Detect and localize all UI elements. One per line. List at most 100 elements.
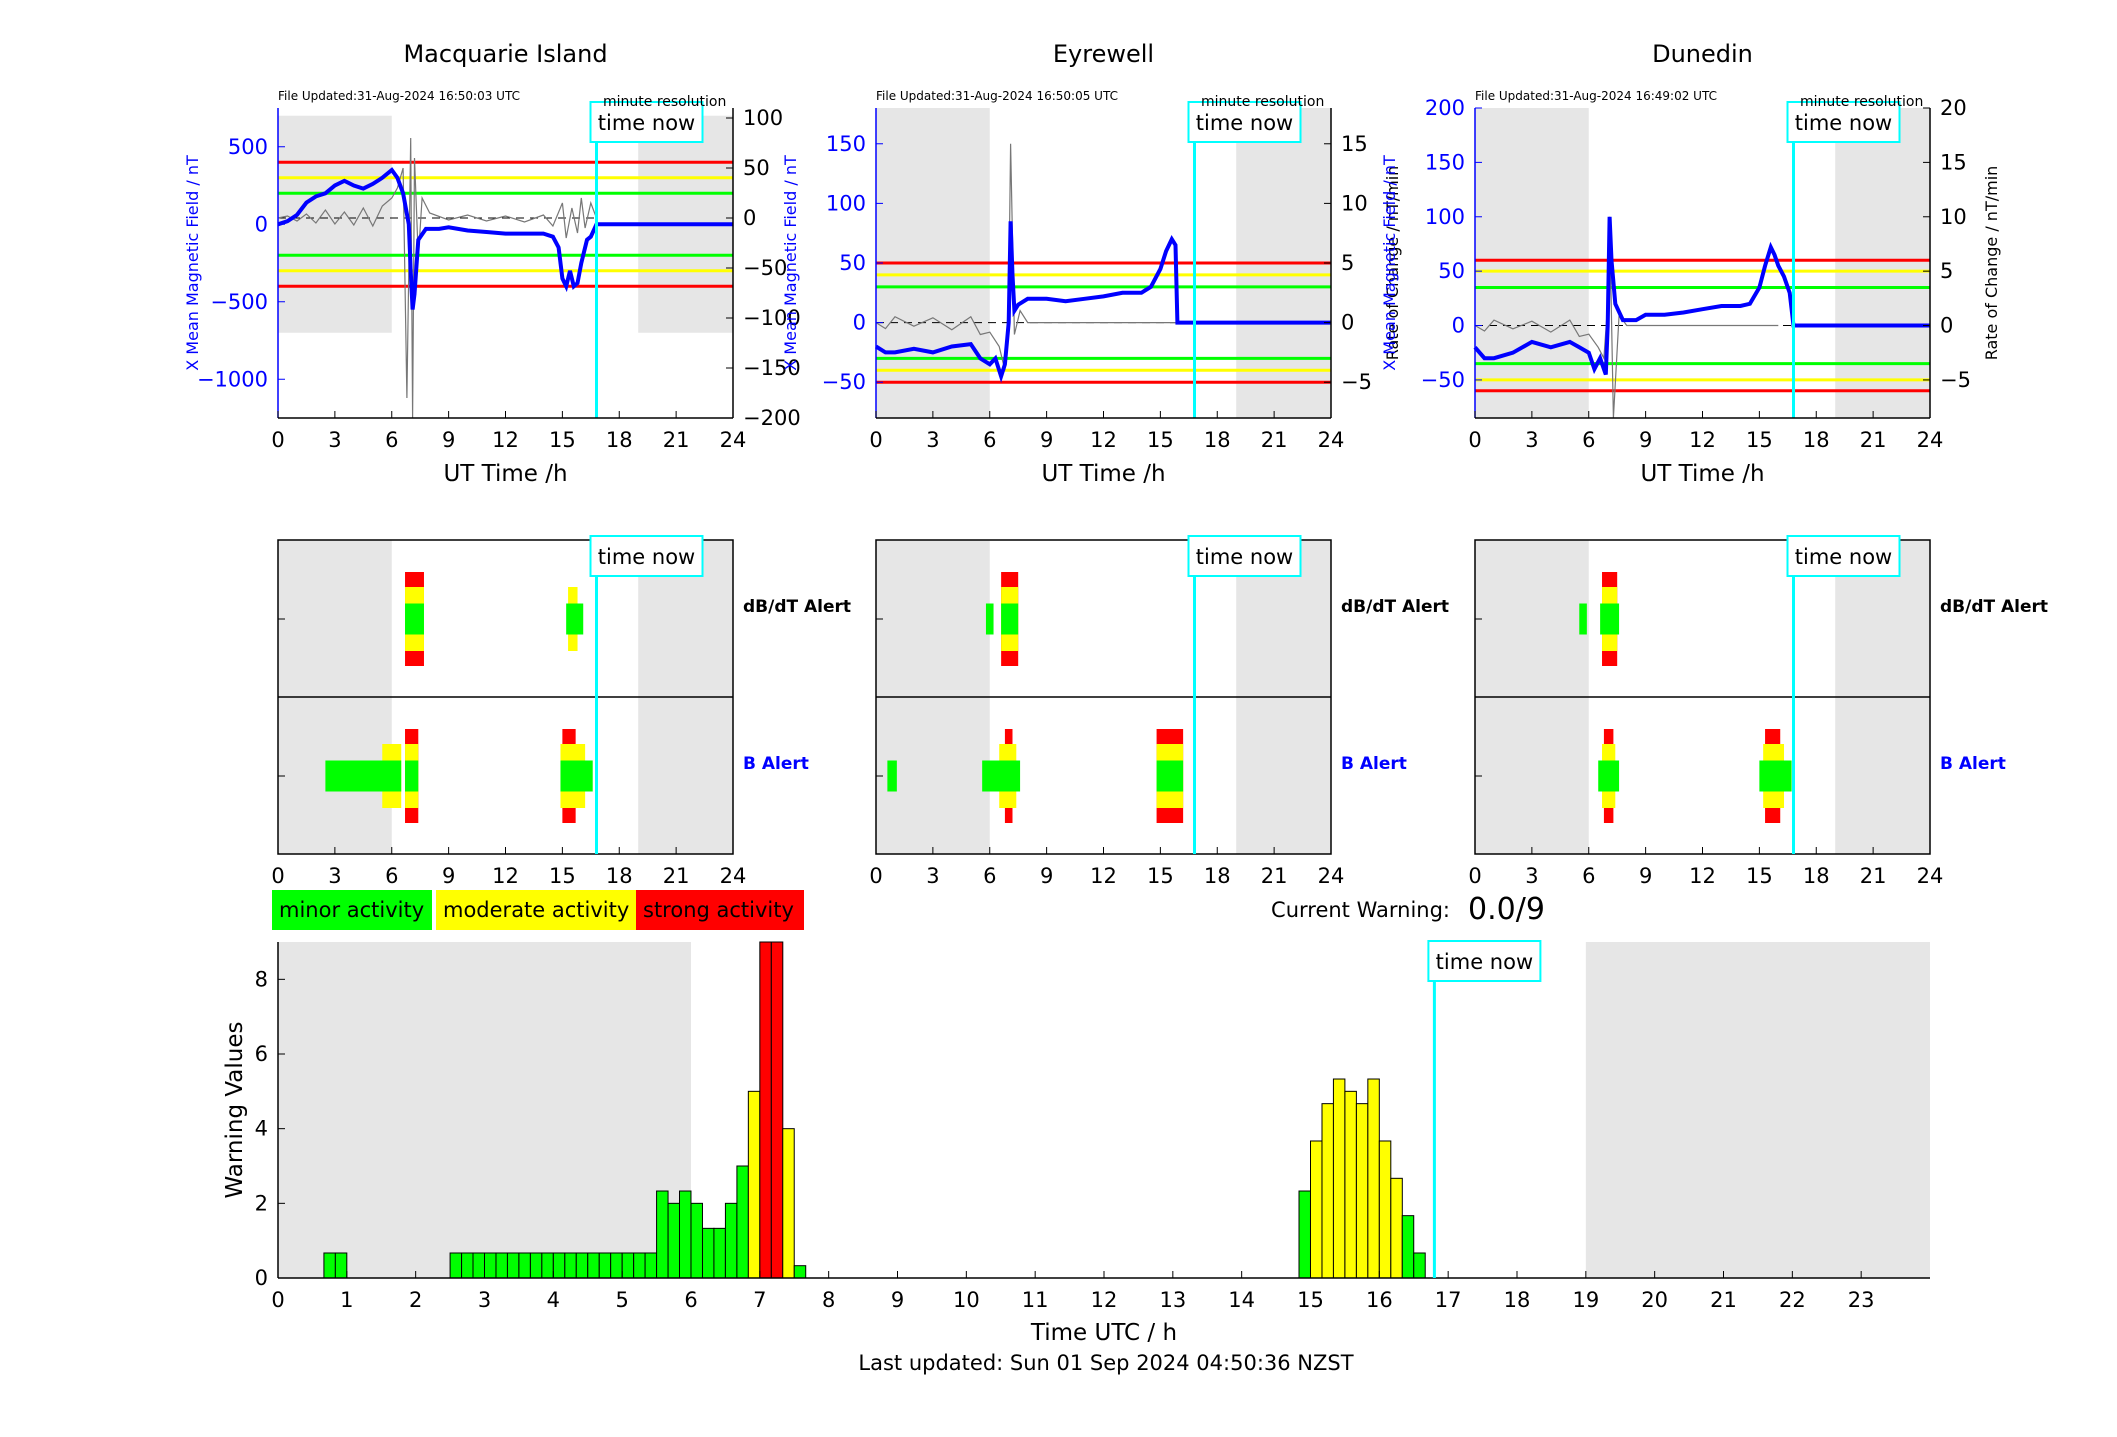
- y-tick-label-left: −50: [822, 370, 866, 394]
- time-now-label: time now: [1436, 950, 1533, 974]
- warning-bar: [484, 1252, 497, 1279]
- warning-bar: [1332, 1078, 1346, 1279]
- x-tick-label: 3: [328, 864, 341, 888]
- warning-bar: [633, 1252, 646, 1279]
- x-tick-label: 3: [478, 1288, 491, 1312]
- x-tick-label: 0: [1468, 864, 1481, 888]
- y-axis-label-right: Rate of Change / nT/min: [1982, 166, 2001, 361]
- warning-bar: [667, 1202, 681, 1279]
- x-tick-label: 0: [869, 428, 882, 452]
- y-tick-label-right: −50: [743, 256, 787, 280]
- y-tick-label-left: 150: [826, 132, 866, 156]
- x-tick-label: 2: [409, 1288, 422, 1312]
- legend-strong-swatch: [636, 890, 804, 930]
- x-tick-label: 20: [1641, 1288, 1668, 1312]
- x-tick-label: 24: [720, 428, 747, 452]
- x-tick-label: 6: [983, 428, 996, 452]
- x-tick-label: 24: [1917, 864, 1944, 888]
- x-tick-label: 12: [492, 428, 519, 452]
- time-now-box: [589, 101, 704, 143]
- b-alert-minor-bar: [887, 760, 897, 792]
- x-tick-label: 0: [271, 428, 284, 452]
- x-tick-label: 6: [385, 428, 398, 452]
- dbdt-alert-label: dB/dT Alert: [1940, 597, 2048, 617]
- y-tick-label-right: 15: [1341, 132, 1368, 156]
- x-tick-label: 19: [1572, 1288, 1599, 1312]
- warning-bar: [1321, 1103, 1334, 1279]
- time-now-label: time now: [1196, 111, 1293, 135]
- resolution-text: minute resolution: [1800, 94, 1923, 110]
- x-tick-label: 18: [606, 864, 633, 888]
- warning-bar: [449, 1252, 463, 1279]
- last-updated-text: Last updated: Sun 01 Sep 2024 04:50:36 N…: [858, 1351, 1353, 1375]
- x-tick-label: 9: [1040, 428, 1053, 452]
- warning-bar: [724, 1202, 738, 1279]
- x-tick-label: 21: [1261, 428, 1288, 452]
- dbdt-alert-minor-bar: [566, 603, 584, 635]
- b-alert-minor-bar: [1598, 760, 1620, 792]
- warning-bar: [690, 1202, 703, 1279]
- x-tick-label: 21: [1860, 864, 1887, 888]
- b-alert-minor-bar: [1156, 760, 1184, 792]
- night-shade: [1835, 108, 1930, 418]
- y-tick-label-right: 5: [1940, 259, 1953, 283]
- alert-panel-2: time now 0 3 6 9 12 15 18 21 24 dB/dT Alert B Alert: [869, 535, 1449, 888]
- station-title: Dunedin: [1652, 40, 1753, 68]
- warning-bar: [1378, 1140, 1392, 1279]
- x-tick-label: 12: [1091, 1288, 1118, 1312]
- x-tick-label: 3: [1525, 864, 1538, 888]
- x-tick-label: 21: [1261, 864, 1288, 888]
- mean-field-line: [277, 167, 733, 310]
- x-tick-label: 12: [1689, 428, 1716, 452]
- warning-bar: [747, 1090, 761, 1279]
- y-tick-label-right: −200: [743, 406, 801, 430]
- x-axis-label: UT Time /h: [1041, 461, 1165, 487]
- warning-bar: [1390, 1177, 1403, 1279]
- x-tick-label: 18: [1204, 864, 1231, 888]
- x-tick-label: 21: [663, 428, 690, 452]
- y-tick-label-left: 150: [1425, 150, 1465, 174]
- time-now-box: [1786, 535, 1901, 577]
- night-shade: [1475, 108, 1589, 418]
- warning-bar: [656, 1190, 669, 1279]
- b-alert-minor-bar: [325, 760, 402, 792]
- y-tick-label-right: 50: [743, 156, 770, 180]
- current-warning-value: 0.0/9: [1468, 892, 1545, 927]
- y-axis-label: Warning Values: [222, 1021, 248, 1198]
- x-tick-label: 0: [869, 864, 882, 888]
- rate-of-change-line: [277, 137, 598, 419]
- time-now-box: [1427, 940, 1542, 982]
- x-tick-label: 6: [1582, 864, 1595, 888]
- warning-bar: [679, 1190, 692, 1279]
- warning-bar: [518, 1252, 531, 1279]
- y-tick-label: 4: [255, 1117, 268, 1141]
- x-tick-label: 21: [1860, 428, 1887, 452]
- y-tick-label-left: 0: [853, 311, 866, 335]
- x-tick-label: 6: [684, 1288, 697, 1312]
- y-tick-label-right: 10: [1341, 191, 1368, 215]
- x-tick-label: 9: [1639, 428, 1652, 452]
- x-tick-label: 23: [1848, 1288, 1875, 1312]
- warning-bar: [759, 941, 772, 1279]
- legend-minor-label: minor activity: [279, 898, 424, 922]
- warning-bar: [1344, 1090, 1357, 1279]
- warning-bar: [621, 1252, 635, 1279]
- alert-panel-3: time now 0 3 6 9 12 15 18 21 24 dB/dT Alert B Alert: [1468, 535, 2048, 888]
- warning-bar: [1310, 1140, 1323, 1279]
- warning-bar: [461, 1252, 474, 1279]
- legend-moderate-label: moderate activity: [443, 898, 629, 922]
- dbdt-alert-minor-bar: [1600, 603, 1620, 635]
- y-tick-label-left: 100: [826, 191, 866, 215]
- x-tick-label: 8: [822, 1288, 835, 1312]
- x-tick-label: 6: [1582, 428, 1595, 452]
- dbdt-alert-minor-bar: [405, 603, 424, 635]
- warning-bar: [644, 1252, 658, 1279]
- x-tick-label: 9: [1639, 864, 1652, 888]
- resolution-text: minute resolution: [1201, 94, 1324, 110]
- y-tick-label-left: −50: [1421, 368, 1465, 392]
- warning-bar: [564, 1252, 577, 1279]
